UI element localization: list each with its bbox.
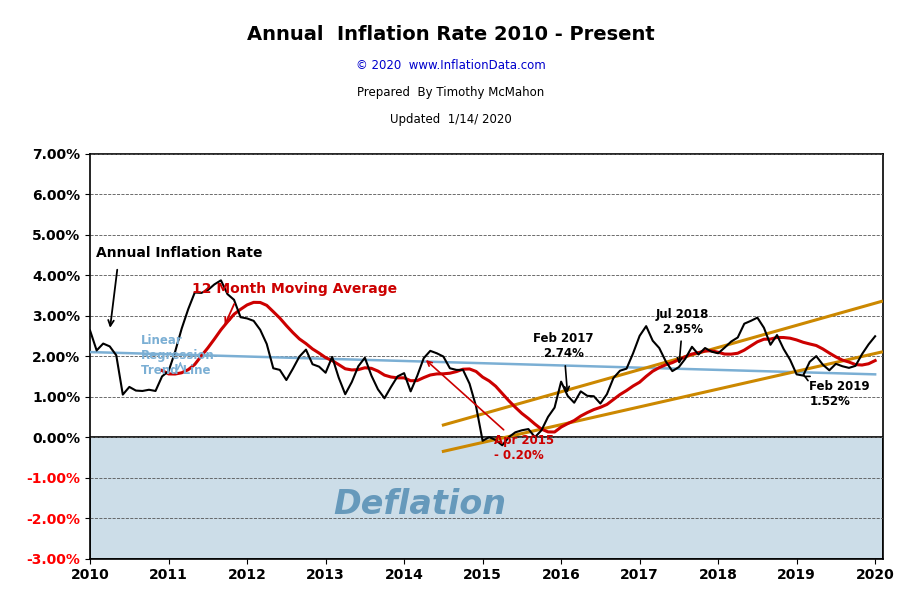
Text: 12 Month Moving Average: 12 Month Moving Average <box>192 282 397 297</box>
Text: Feb 2019
1.52%: Feb 2019 1.52% <box>804 376 870 408</box>
Text: Linear
Regression
Trend Line: Linear Regression Trend Line <box>141 335 214 378</box>
Text: Annual  Inflation Rate 2010 - Present: Annual Inflation Rate 2010 - Present <box>247 25 654 44</box>
Text: Jul 2018
2.95%: Jul 2018 2.95% <box>656 308 709 362</box>
Text: Deflation: Deflation <box>333 488 506 521</box>
Text: © 2020  www.InflationData.com: © 2020 www.InflationData.com <box>356 58 545 72</box>
Text: Annual Inflation Rate: Annual Inflation Rate <box>96 246 263 260</box>
Bar <box>90 437 883 559</box>
Text: Prepared  By Timothy McMahon: Prepared By Timothy McMahon <box>357 85 544 99</box>
Text: Feb 2017
2.74%: Feb 2017 2.74% <box>533 332 594 391</box>
Text: Updated  1/14/ 2020: Updated 1/14/ 2020 <box>389 112 512 126</box>
Text: Apr 2015
- 0.20%: Apr 2015 - 0.20% <box>427 361 554 462</box>
